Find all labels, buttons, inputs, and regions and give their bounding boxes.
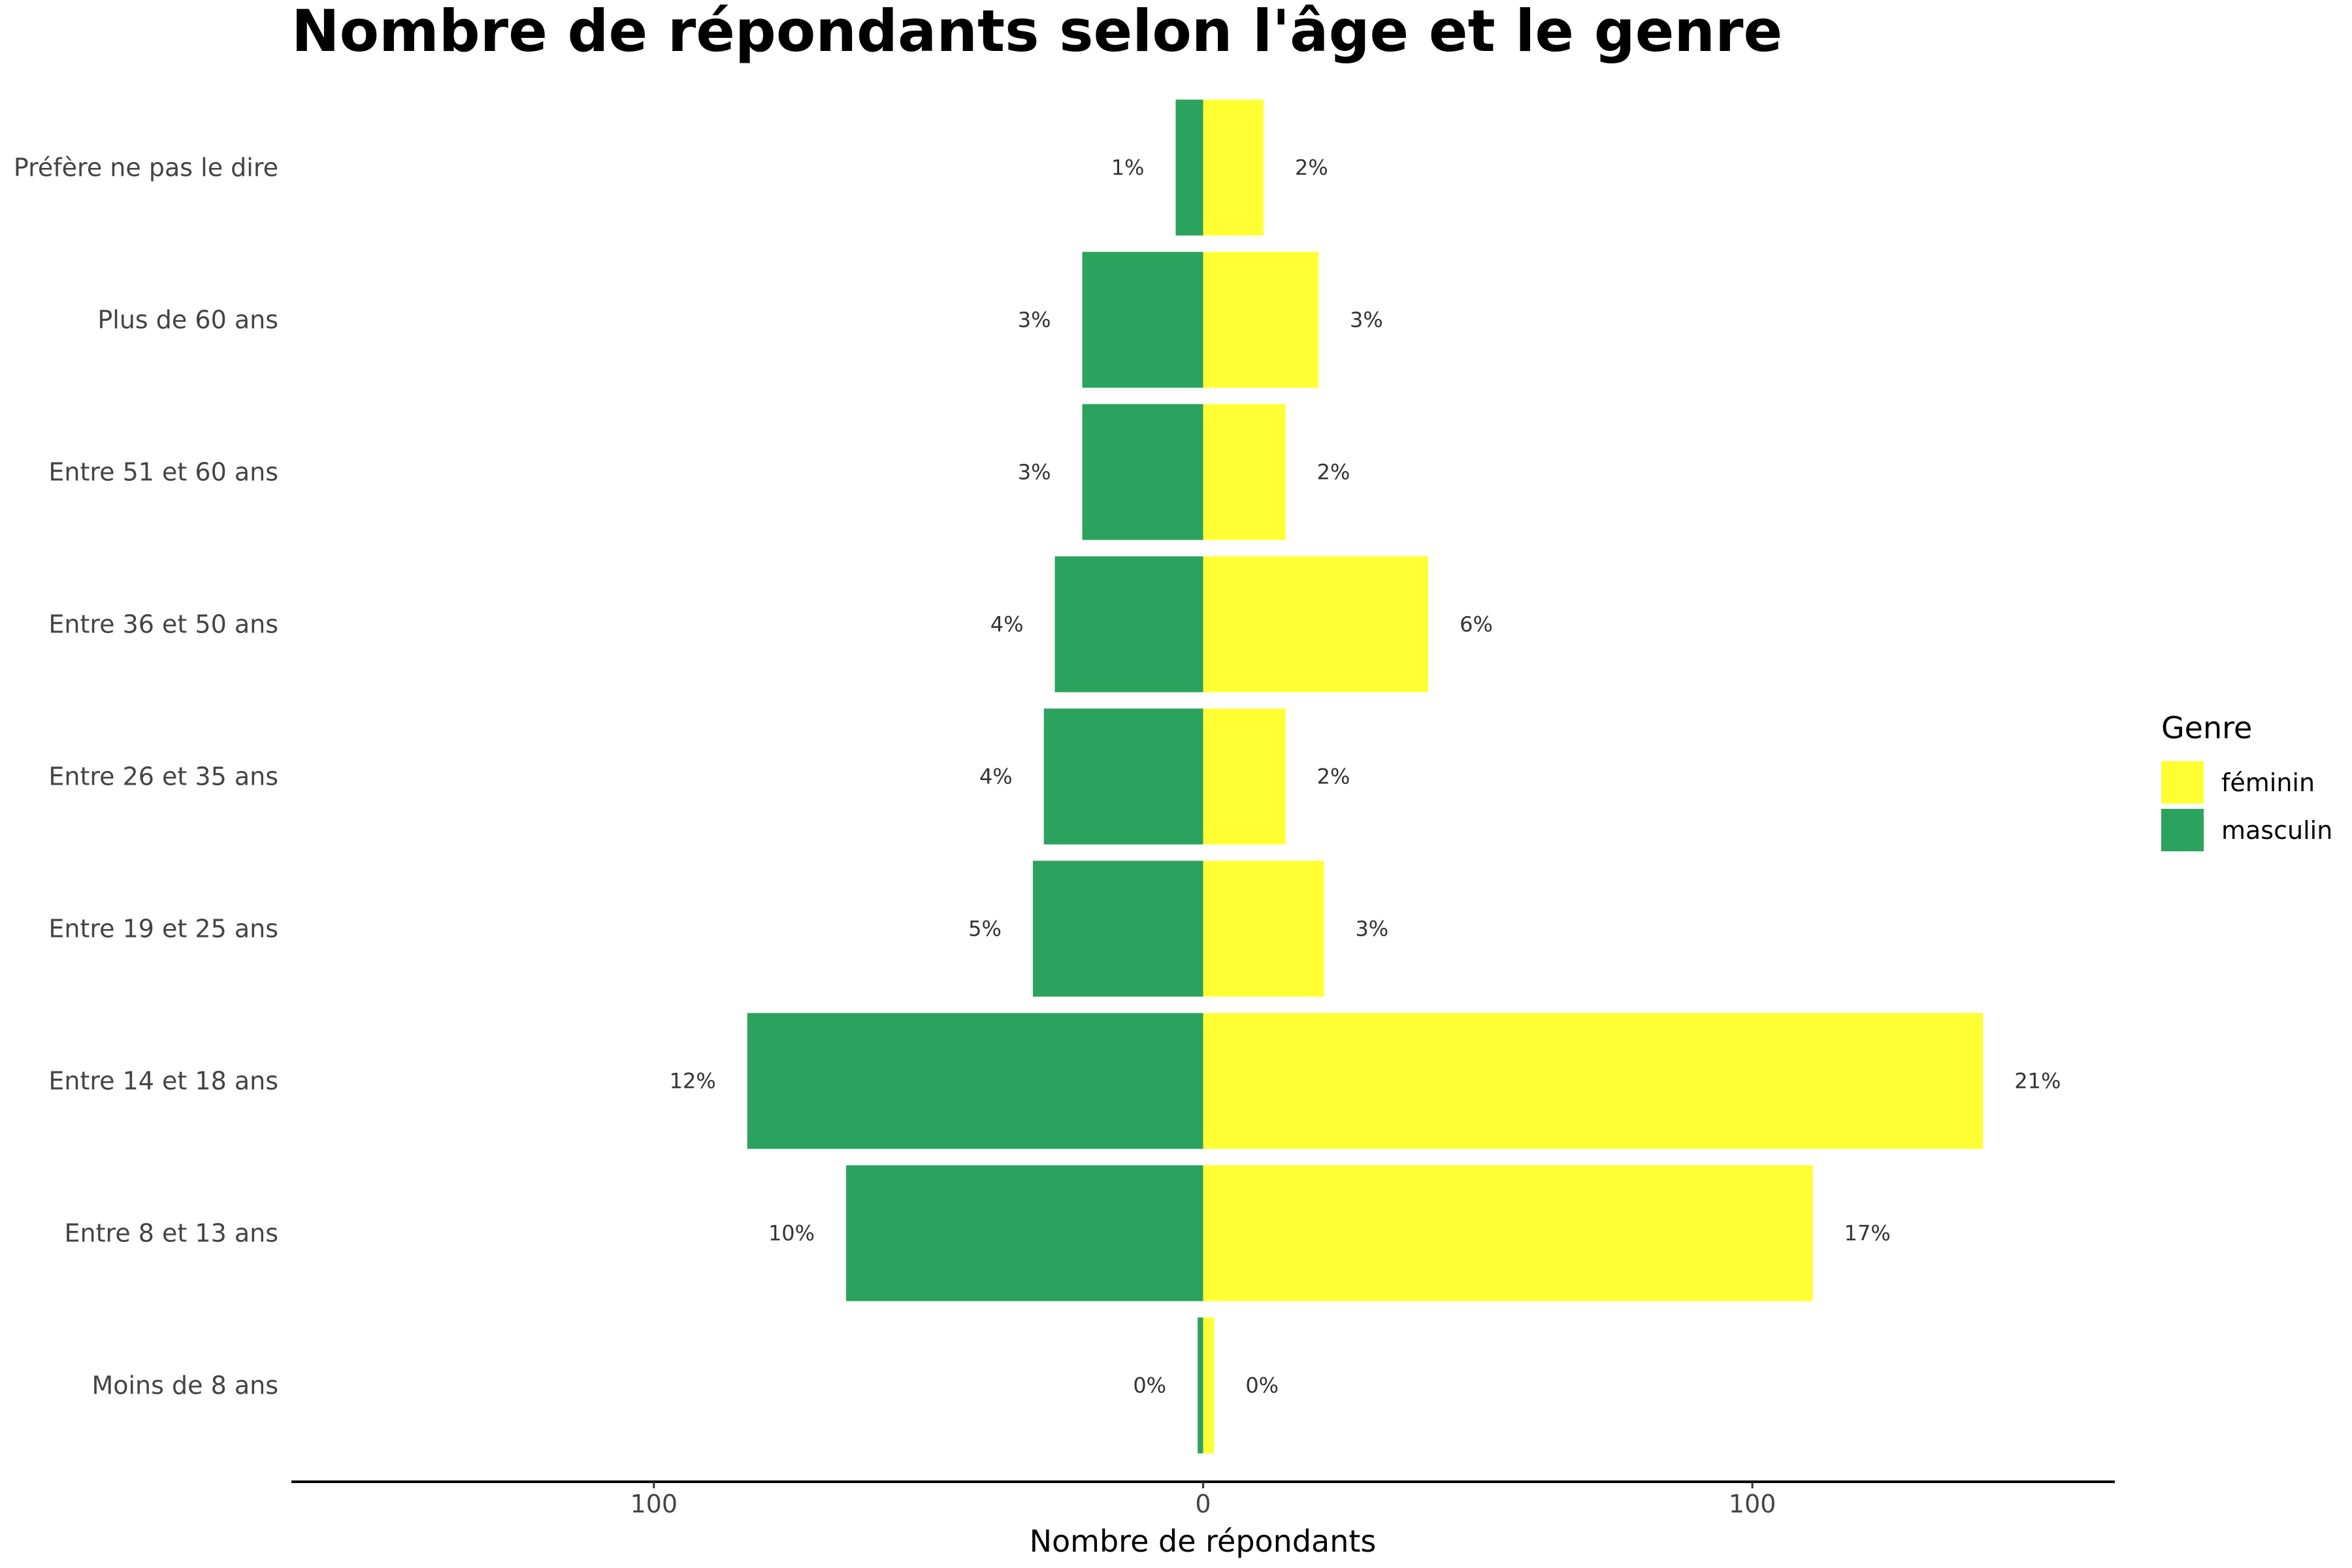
bar-feminin-moins-de-8-ans <box>1203 1317 1215 1454</box>
x-axis-title: Nombre de répondants <box>1030 1524 1377 1559</box>
bars-layer <box>747 99 1984 1454</box>
bar-masculin-entre-51-et-60-ans <box>1082 404 1203 540</box>
x-tick-label-2: 100 <box>1729 1490 1776 1518</box>
category-label-entre-36-et-50-ans: Entre 36 et 50 ans <box>48 610 278 639</box>
data-label-masculin-entre-26-et-35-ans: 4% <box>979 764 1013 789</box>
legend-title: Genre <box>2161 710 2252 745</box>
bar-masculin-moins-de-8-ans <box>1198 1317 1203 1454</box>
legend: Genre féminin masculin <box>2161 710 2332 851</box>
category-label-prefere-ne-pas-le-dire: Préfère ne pas le dire <box>14 154 278 182</box>
data-label-feminin-prefere-ne-pas-le-dire: 2% <box>1295 155 1328 180</box>
data-label-feminin-entre-51-et-60-ans: 2% <box>1317 460 1350 485</box>
data-label-masculin-entre-36-et-50-ans: 4% <box>990 612 1024 637</box>
x-tick-label-0: 100 <box>630 1490 678 1518</box>
category-label-entre-19-et-25-ans: Entre 19 et 25 ans <box>48 915 278 943</box>
data-label-masculin-entre-14-et-18-ans: 12% <box>670 1069 716 1094</box>
data-label-feminin-entre-8-et-13-ans: 17% <box>1844 1221 1891 1246</box>
legend-items: féminin masculin <box>2161 761 2332 851</box>
data-label-masculin-entre-19-et-25-ans: 5% <box>968 917 1002 941</box>
bar-masculin-prefere-ne-pas-le-dire <box>1175 99 1203 236</box>
bar-masculin-entre-19-et-25-ans <box>1032 860 1203 997</box>
data-label-feminin-plus-de-60-ans: 3% <box>1350 308 1383 333</box>
data-label-feminin-moins-de-8-ans: 0% <box>1245 1373 1279 1398</box>
data-label-masculin-prefere-ne-pas-le-dire: 1% <box>1111 155 1145 180</box>
category-label-plus-de-60-ans: Plus de 60 ans <box>97 306 278 335</box>
bar-masculin-plus-de-60-ans <box>1082 252 1203 388</box>
data-label-feminin-entre-14-et-18-ans: 21% <box>2014 1069 2061 1094</box>
bar-feminin-entre-14-et-18-ans <box>1203 1013 1984 1149</box>
category-label-entre-51-et-60-ans: Entre 51 et 60 ans <box>48 458 278 487</box>
category-label-entre-26-et-35-ans: Entre 26 et 35 ans <box>48 762 278 791</box>
bar-feminin-entre-8-et-13-ans <box>1203 1165 1813 1301</box>
category-labels: Préfère ne pas le dire Plus de 60 ans Entr… <box>14 154 278 1400</box>
legend-swatch-feminin <box>2161 761 2204 804</box>
chart-title: Nombre de répondants selon l'âge et le g… <box>291 0 1782 65</box>
legend-label-masculin: masculin <box>2221 816 2332 845</box>
data-label-feminin-entre-26-et-35-ans: 2% <box>1317 764 1350 789</box>
data-label-feminin-entre-19-et-25-ans: 3% <box>1355 917 1388 941</box>
bar-masculin-entre-8-et-13-ans <box>846 1165 1203 1301</box>
bar-masculin-entre-14-et-18-ans <box>747 1013 1203 1149</box>
category-label-entre-14-et-18-ans: Entre 14 et 18 ans <box>48 1067 278 1096</box>
legend-swatch-masculin <box>2161 809 2204 851</box>
data-label-masculin-entre-8-et-13-ans: 10% <box>768 1221 815 1246</box>
x-axis-ticks: 100 0 100 <box>630 1482 1776 1518</box>
bar-feminin-prefere-ne-pas-le-dire <box>1203 99 1264 236</box>
category-label-entre-8-et-13-ans: Entre 8 et 13 ans <box>65 1219 278 1248</box>
bar-feminin-entre-51-et-60-ans <box>1203 404 1286 540</box>
bar-feminin-plus-de-60-ans <box>1203 252 1319 388</box>
data-label-masculin-moins-de-8-ans: 0% <box>1133 1373 1166 1398</box>
bar-feminin-entre-19-et-25-ans <box>1203 860 1324 997</box>
labels-layer: 2% 1% 3% 3% 2% 3% 6% 4% 2% 4% 3% 5% 21% 12% 17% 10% 0% 0% <box>670 155 2061 1398</box>
bar-masculin-entre-36-et-50-ans <box>1054 556 1203 693</box>
category-label-moins-de-8-ans: Moins de 8 ans <box>91 1371 278 1400</box>
data-label-masculin-plus-de-60-ans: 3% <box>1018 308 1051 333</box>
data-label-feminin-entre-36-et-50-ans: 6% <box>1460 612 1493 637</box>
bar-feminin-entre-36-et-50-ans <box>1203 556 1429 693</box>
data-label-masculin-entre-51-et-60-ans: 3% <box>1018 460 1051 485</box>
x-tick-label-1: 0 <box>1195 1490 1211 1518</box>
legend-label-feminin: féminin <box>2221 768 2315 797</box>
bar-feminin-entre-26-et-35-ans <box>1203 708 1286 845</box>
bar-masculin-entre-26-et-35-ans <box>1043 708 1203 845</box>
